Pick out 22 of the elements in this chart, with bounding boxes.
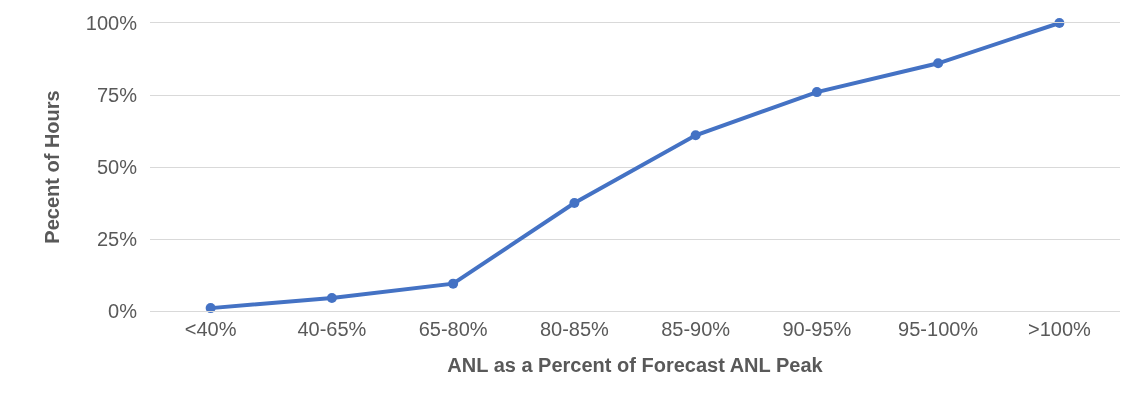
x-axis-title: ANL as a Percent of Forecast ANL Peak bbox=[447, 353, 824, 376]
x-tick-label: 80-85% bbox=[539, 318, 610, 340]
point bbox=[690, 130, 701, 141]
x-tick-label: >100% bbox=[1027, 318, 1092, 340]
y-tick-label: 50% bbox=[96, 156, 138, 178]
point bbox=[205, 303, 216, 314]
y-tick-label: 0% bbox=[108, 300, 138, 322]
x-tick-label: 85-90% bbox=[661, 318, 731, 340]
x-tick-label: 90-95% bbox=[782, 318, 852, 340]
point bbox=[448, 278, 459, 289]
point bbox=[569, 198, 580, 208]
x-tick-label: <40% bbox=[184, 318, 237, 340]
x-tick-label: 40-65% bbox=[297, 318, 367, 340]
y-tick-label: 75% bbox=[96, 84, 138, 106]
y-tick-label: 25% bbox=[96, 228, 138, 250]
y-tick-label: 100% bbox=[85, 12, 138, 34]
x-tick-label: 95-100% bbox=[898, 318, 979, 340]
x-tick-label: 65-80% bbox=[418, 318, 488, 340]
point bbox=[811, 87, 822, 98]
point bbox=[933, 58, 944, 69]
point bbox=[326, 293, 337, 304]
y-axis-title: Pecent of Hours bbox=[41, 90, 64, 244]
